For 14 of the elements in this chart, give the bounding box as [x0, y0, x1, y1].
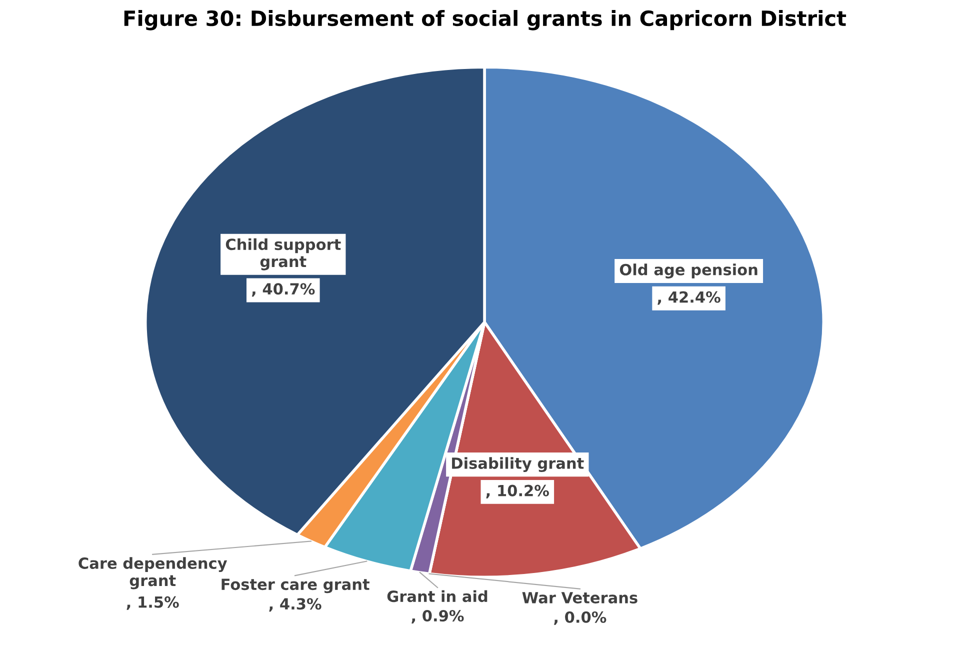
category-label: War Veterans — [522, 592, 638, 604]
data-label: , 0.9% — [412, 610, 464, 624]
data-label: , 1.5% — [126, 596, 179, 610]
data-label: , 10.2% — [486, 484, 549, 498]
slice-label: Grant in aid — [387, 590, 488, 602]
slice-label: Disability grant — [452, 457, 584, 472]
slice-label: Child support grant — [226, 238, 341, 270]
slice-label: Foster care grant — [222, 578, 370, 594]
data-label: , 40.7% — [252, 283, 315, 297]
text: , 0.0% — [554, 611, 606, 625]
data-label: , 42.4% — [658, 291, 720, 305]
slice-label: Old age pension — [620, 264, 758, 278]
chart-title: Figure 30: Disbursement of social grants in Capricorn District — [124, 10, 846, 30]
data-label: , 4.3% — [269, 598, 322, 612]
